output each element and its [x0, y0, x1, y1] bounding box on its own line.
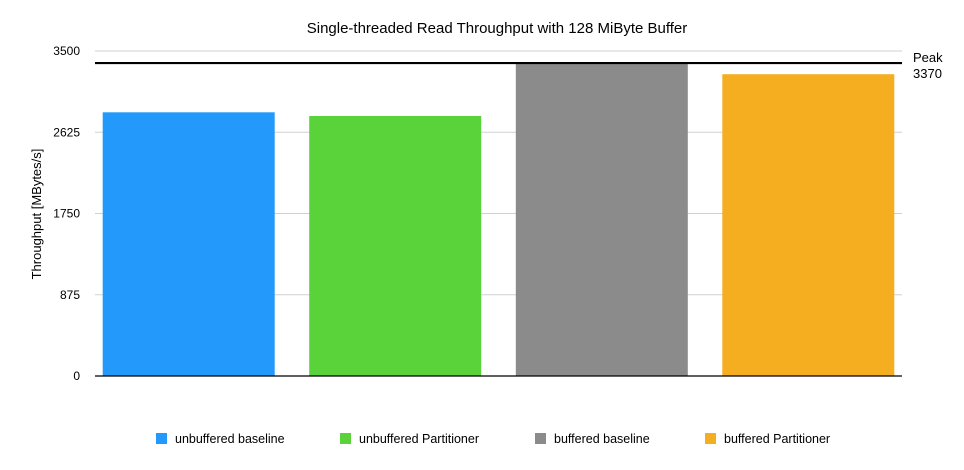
- bar-unbuffered-baseline: [102, 112, 275, 377]
- chart-title: Single-threaded Read Throughput with 128…: [307, 20, 688, 37]
- legend-label: buffered Partitioner: [724, 432, 830, 446]
- legend-swatch: [156, 433, 167, 444]
- bar-unbuffered-partitioner: [309, 116, 482, 376]
- y-axis-label: Throughput [MBytes/s]: [29, 149, 44, 280]
- y-tick-label: 1750: [53, 207, 80, 221]
- y-tick-label: 0: [73, 369, 80, 383]
- legend-label: unbuffered baseline: [175, 432, 285, 446]
- legend-swatch: [535, 433, 546, 444]
- peak-value-label: 3370: [913, 66, 942, 81]
- legend-label: buffered baseline: [554, 432, 650, 446]
- legend-label: unbuffered Partitioner: [359, 432, 479, 446]
- legend: unbuffered baseline unbuffered Partitione…: [156, 432, 830, 446]
- bar-buffered-baseline: [515, 63, 688, 376]
- y-tick-labels: 0 875 1750 2625 3500: [53, 44, 80, 383]
- legend-swatch: [340, 433, 351, 444]
- bar-buffered-partitioner: [722, 74, 895, 376]
- peak-label: Peak: [913, 50, 943, 65]
- y-tick-label: 3500: [53, 44, 80, 58]
- legend-swatch: [705, 433, 716, 444]
- y-tick-label: 2625: [53, 125, 80, 139]
- bars: [102, 63, 895, 377]
- y-tick-label: 875: [60, 288, 80, 302]
- peak-reference: Peak 3370: [95, 50, 943, 81]
